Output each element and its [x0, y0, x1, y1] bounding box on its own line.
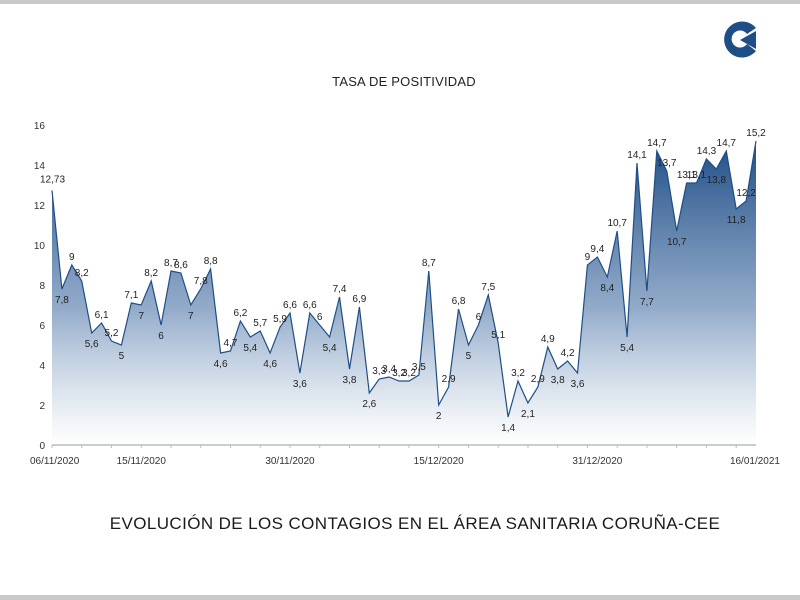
data-label: 14,3 [697, 146, 717, 157]
data-label: 11,8 [727, 215, 746, 226]
data-label: 10,7 [667, 237, 687, 248]
y-tick-label: 14 [34, 161, 46, 172]
data-label: 5 [119, 351, 125, 362]
data-label: 1,4 [501, 423, 515, 434]
data-label: 14,7 [717, 138, 737, 149]
data-label: 8,4 [600, 283, 614, 294]
data-label: 4,9 [541, 334, 555, 345]
data-label: 6,2 [233, 308, 247, 319]
data-label: 6,6 [303, 300, 317, 311]
data-label: 7 [188, 311, 194, 322]
x-tick-label: 31/12/2020 [572, 456, 622, 467]
data-label: 4,6 [263, 359, 277, 370]
data-label: 8,7 [164, 258, 178, 269]
data-label: 6 [476, 312, 482, 323]
data-label: 4,2 [561, 348, 575, 359]
y-tick-label: 12 [34, 201, 46, 212]
y-tick-label: 2 [39, 401, 45, 412]
positivity-area [52, 141, 756, 445]
data-label: 5,9 [273, 314, 287, 325]
bottom-border [0, 595, 800, 600]
data-label: 2 [436, 411, 442, 422]
data-label: 6,6 [283, 300, 297, 311]
data-label: 7,5 [481, 282, 495, 293]
data-label: 5,4 [243, 343, 257, 354]
data-label: 3,4 [382, 364, 396, 375]
data-label: 8,6 [174, 260, 188, 271]
data-label: 4,6 [214, 359, 228, 370]
data-label: 3,2 [511, 368, 525, 379]
x-tick-label: 16/01/2021 [730, 456, 780, 467]
data-label: 9 [69, 252, 75, 263]
data-label: 7,4 [333, 284, 347, 295]
data-label: 13,7 [657, 158, 677, 169]
data-label: 9,4 [590, 244, 604, 255]
data-label: 6,1 [95, 310, 109, 321]
data-label: 2,1 [521, 409, 535, 420]
data-label: 7,7 [640, 297, 654, 308]
data-label: 4,7 [224, 338, 238, 349]
data-label: 3,6 [571, 379, 585, 390]
y-tick-label: 0 [39, 441, 45, 452]
data-label: 9 [585, 252, 591, 263]
data-label: 6 [158, 331, 164, 342]
data-label: 5,7 [253, 318, 267, 329]
data-label: 13,1 [677, 170, 697, 181]
data-label: 8,2 [75, 268, 89, 279]
logo-icon [724, 21, 756, 58]
y-tick-label: 8 [39, 281, 45, 292]
top-border [0, 0, 800, 4]
data-label: 6 [317, 312, 323, 323]
y-tick-label: 6 [39, 321, 45, 332]
data-label: 12,73 [40, 174, 65, 185]
data-label: 2,9 [531, 374, 545, 385]
data-label: 5,4 [620, 343, 634, 354]
data-label: 10,7 [607, 218, 627, 229]
data-label: 3,8 [343, 375, 357, 386]
data-label: 7 [138, 311, 144, 322]
data-label: 14,7 [647, 138, 667, 149]
data-label: 5,4 [323, 343, 337, 354]
data-label: 3,5 [412, 362, 426, 373]
y-tick-label: 16 [34, 121, 46, 132]
data-label: 15,2 [746, 128, 766, 139]
data-label: 8,7 [422, 258, 436, 269]
y-tick-label: 10 [34, 241, 46, 252]
x-tick-label: 30/11/2020 [265, 456, 315, 467]
positivity-line [51, 140, 757, 418]
data-label: 6,8 [452, 296, 466, 307]
data-label: 3,6 [293, 379, 307, 390]
data-label: 5,2 [105, 328, 119, 339]
data-label: 3,3 [372, 366, 386, 377]
data-label: 2,9 [442, 374, 456, 385]
data-label: 5,6 [85, 339, 99, 350]
data-label: 7,8 [194, 276, 208, 287]
data-label: 2,6 [362, 399, 376, 410]
data-label: 14,1 [627, 150, 647, 161]
y-tick-label: 4 [39, 361, 45, 372]
footer-title: EVOLUCIÓN DE LOS CONTAGIOS EN EL ÁREA SA… [109, 514, 721, 533]
x-tick-label: 15/12/2020 [414, 456, 464, 467]
data-label: 5 [466, 351, 472, 362]
data-label: 13,1 [687, 170, 707, 181]
data-label: 3,2 [402, 368, 416, 379]
data-label: 8,2 [144, 268, 158, 279]
chart-title: TASA DE POSITIVIDAD [332, 74, 476, 89]
data-label: 5,1 [491, 330, 505, 341]
data-label: 8,8 [204, 256, 218, 267]
data-label: 3,2 [392, 368, 406, 379]
data-label: 13,8 [707, 175, 727, 186]
data-label: 12,2 [736, 188, 756, 199]
data-label: 6,9 [352, 294, 366, 305]
data-label: 7,8 [55, 295, 69, 306]
x-tick-label: 06/11/2020 [30, 456, 80, 467]
data-label: 7,1 [124, 290, 138, 301]
data-label: 3,8 [551, 375, 565, 386]
x-tick-label: 15/11/2020 [117, 456, 167, 467]
